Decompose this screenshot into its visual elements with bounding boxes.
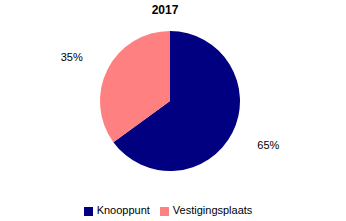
svg-text:65%: 65% — [257, 139, 279, 151]
html-text:Vestigingsplaats: Vestigingsplaats — [172, 204, 253, 216]
html-text:Knooppunt: Knooppunt — [96, 204, 150, 216]
svg-text:35%: 35% — [61, 51, 83, 63]
html-text:2017: 2017 — [151, 3, 179, 17]
